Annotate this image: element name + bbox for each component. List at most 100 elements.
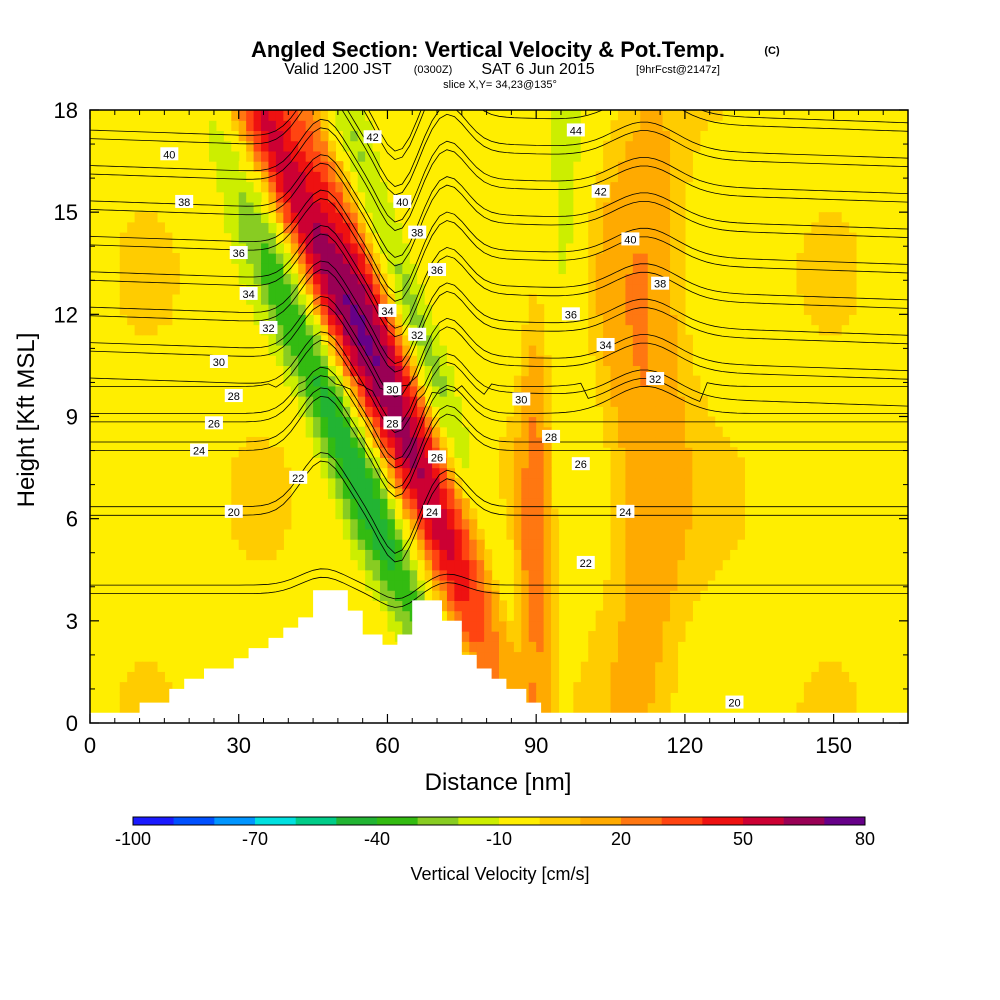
velocity-cell bbox=[461, 396, 470, 407]
velocity-cell bbox=[417, 283, 426, 295]
x-axis-ticks: 0 30 60 90 120 150 bbox=[84, 110, 884, 758]
velocity-cell bbox=[372, 396, 381, 407]
velocity-cell bbox=[655, 467, 664, 479]
velocity-cell bbox=[640, 539, 649, 550]
velocity-cell bbox=[551, 569, 560, 581]
velocity-cell bbox=[261, 549, 270, 561]
velocity-cell bbox=[573, 488, 582, 499]
velocity-cell bbox=[677, 406, 686, 418]
velocity-cell bbox=[350, 528, 359, 540]
velocity-cell bbox=[476, 324, 485, 336]
velocity-cell bbox=[156, 488, 165, 499]
velocity-cell bbox=[350, 201, 359, 213]
velocity-cell bbox=[313, 120, 322, 132]
velocity-cell bbox=[261, 181, 270, 193]
velocity-cell bbox=[551, 692, 560, 704]
velocity-cell bbox=[573, 263, 582, 275]
velocity-cell bbox=[655, 201, 664, 213]
velocity-cell bbox=[261, 222, 270, 234]
velocity-cell bbox=[119, 692, 128, 704]
velocity-cell bbox=[603, 314, 612, 326]
velocity-cell bbox=[833, 273, 842, 285]
velocity-cell bbox=[796, 273, 805, 285]
velocity-cell bbox=[134, 283, 143, 295]
x-tick-label: 30 bbox=[226, 733, 250, 758]
velocity-cell bbox=[238, 110, 247, 121]
velocity-cell bbox=[543, 201, 552, 213]
velocity-cell bbox=[573, 518, 582, 530]
velocity-cell bbox=[670, 651, 679, 663]
velocity-cell bbox=[134, 324, 143, 336]
velocity-cell bbox=[826, 692, 835, 704]
velocity-cell bbox=[655, 181, 664, 193]
velocity-cell bbox=[372, 600, 381, 612]
velocity-cell bbox=[803, 508, 812, 520]
velocity-cell bbox=[573, 385, 582, 397]
velocity-cell bbox=[350, 508, 359, 520]
velocity-cell bbox=[677, 304, 686, 315]
velocity-cell bbox=[826, 702, 835, 714]
colorbar-segment bbox=[621, 817, 662, 825]
velocity-cell bbox=[387, 242, 396, 254]
velocity-cell bbox=[803, 692, 812, 704]
velocity-cell bbox=[380, 242, 389, 254]
velocity-cell bbox=[647, 692, 656, 704]
isentrope-line bbox=[90, 269, 908, 373]
velocity-cell bbox=[625, 110, 634, 121]
velocity-cell bbox=[707, 426, 716, 438]
velocity-cell bbox=[573, 692, 582, 704]
title-date: SAT 6 Jun 2015 bbox=[481, 61, 594, 78]
velocity-cell bbox=[625, 569, 634, 581]
velocity-cell bbox=[662, 447, 671, 458]
velocity-cell bbox=[402, 610, 411, 622]
velocity-cell bbox=[580, 161, 589, 172]
velocity-cell bbox=[275, 253, 284, 264]
velocity-cell bbox=[670, 447, 679, 458]
velocity-cell bbox=[320, 181, 329, 193]
velocity-cell bbox=[558, 212, 567, 223]
velocity-cell bbox=[134, 293, 143, 305]
velocity-cell bbox=[290, 161, 299, 172]
velocity-cell bbox=[446, 396, 455, 407]
velocity-cell bbox=[394, 447, 403, 458]
velocity-cell bbox=[327, 324, 336, 336]
velocity-cell bbox=[335, 293, 344, 305]
velocity-cell bbox=[670, 600, 679, 612]
velocity-cell bbox=[617, 150, 627, 162]
velocity-cell bbox=[826, 488, 835, 499]
velocity-cell bbox=[156, 508, 165, 520]
velocity-cell bbox=[432, 314, 441, 326]
velocity-cell bbox=[342, 457, 351, 469]
velocity-cell bbox=[327, 365, 336, 377]
velocity-cell bbox=[640, 150, 649, 162]
velocity-cell bbox=[387, 406, 396, 418]
velocity-cell bbox=[558, 130, 567, 142]
colorbar-segment bbox=[580, 817, 622, 825]
velocity-cell bbox=[625, 396, 634, 407]
velocity-cell bbox=[625, 181, 634, 193]
velocity-cell bbox=[513, 641, 522, 653]
velocity-cell bbox=[536, 671, 545, 683]
velocity-cell bbox=[409, 488, 418, 499]
velocity-cell bbox=[417, 365, 426, 377]
velocity-cell bbox=[565, 365, 574, 377]
velocity-cell bbox=[380, 488, 389, 499]
velocity-cell bbox=[275, 140, 284, 152]
velocity-cell bbox=[833, 671, 842, 683]
velocity-cell bbox=[432, 426, 441, 438]
velocity-cell bbox=[327, 222, 336, 234]
velocity-cell bbox=[729, 293, 738, 305]
velocity-cell bbox=[275, 314, 284, 326]
velocity-cell bbox=[662, 600, 671, 612]
contour-label: 44 bbox=[566, 123, 585, 137]
velocity-cell bbox=[335, 467, 344, 479]
velocity-cell bbox=[342, 171, 351, 183]
velocity-cell bbox=[632, 120, 641, 132]
velocity-cell bbox=[558, 181, 567, 193]
velocity-cell bbox=[461, 569, 470, 581]
velocity-cell bbox=[372, 416, 381, 428]
velocity-cell bbox=[677, 293, 686, 305]
velocity-cell bbox=[536, 559, 545, 571]
velocity-cell bbox=[298, 181, 307, 193]
velocity-cell bbox=[253, 130, 262, 142]
